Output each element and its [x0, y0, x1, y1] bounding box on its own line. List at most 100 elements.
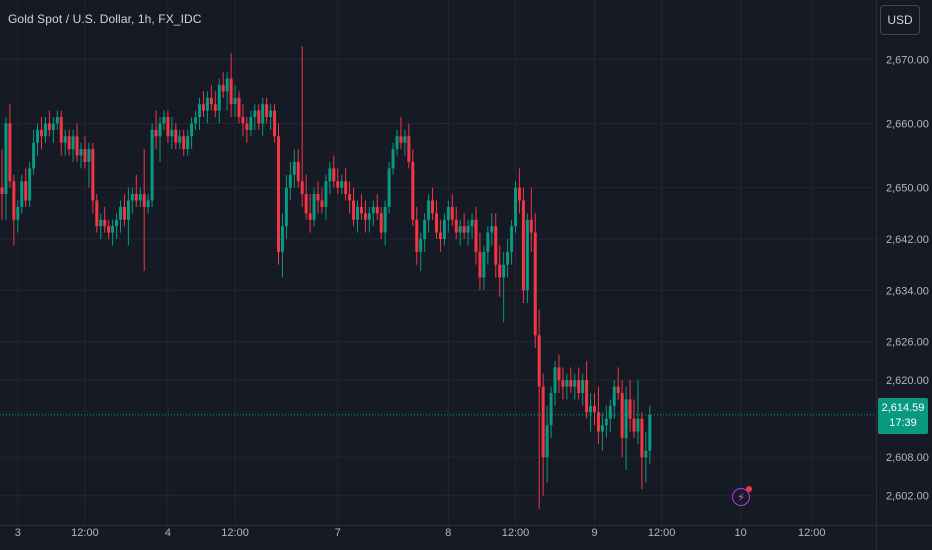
- candle: [510, 219, 514, 265]
- candle: [399, 117, 403, 150]
- candle: [577, 367, 581, 400]
- candle: [608, 399, 612, 432]
- currency-button[interactable]: USD: [880, 5, 920, 35]
- candle-body: [43, 123, 47, 137]
- candle-body: [284, 187, 288, 227]
- candle-body: [225, 78, 229, 92]
- candle: [170, 117, 174, 150]
- candle: [138, 187, 142, 207]
- candle-body: [549, 393, 553, 426]
- candle-body: [442, 219, 446, 239]
- candle: [55, 110, 59, 130]
- candle: [150, 123, 154, 207]
- candle-body: [510, 226, 514, 252]
- candle-body: [494, 226, 498, 265]
- candle-body: [411, 161, 415, 220]
- candle: [379, 206, 383, 239]
- candle-body: [427, 200, 431, 220]
- lightning-alert-icon[interactable]: ⚡: [732, 486, 752, 506]
- candle: [308, 194, 312, 233]
- candle-body: [75, 136, 79, 156]
- candle: [75, 123, 79, 162]
- candle: [205, 91, 209, 124]
- candle: [632, 399, 636, 438]
- candle-body: [249, 117, 253, 130]
- candle-body: [593, 405, 596, 413]
- candle: [71, 129, 75, 162]
- candle: [340, 174, 344, 195]
- candle-body: [490, 226, 494, 233]
- candle: [454, 206, 458, 239]
- candle-body: [209, 97, 213, 105]
- candle: [407, 123, 411, 169]
- candle-body: [517, 187, 521, 201]
- x-tick-label: 3: [15, 527, 21, 539]
- candle: [115, 213, 119, 239]
- candle-body: [604, 418, 608, 426]
- x-tick-label: 7: [335, 527, 341, 539]
- candle: [186, 129, 190, 156]
- candle-body: [20, 181, 24, 207]
- candle-body: [103, 219, 107, 227]
- candle: [95, 194, 99, 233]
- candle-body: [506, 251, 510, 265]
- candle: [229, 52, 233, 118]
- candle-body: [71, 136, 75, 150]
- candle: [63, 129, 67, 156]
- candle-body: [458, 226, 462, 233]
- candle: [494, 213, 498, 278]
- x-tick-label: 10: [735, 527, 747, 539]
- candle-body: [395, 136, 399, 150]
- candle-body: [59, 117, 63, 143]
- candle-body: [462, 226, 466, 233]
- candle-body: [91, 149, 95, 201]
- candle-body: [648, 414, 652, 451]
- candle-body: [190, 123, 194, 137]
- candle-body: [296, 161, 300, 182]
- candle-body: [111, 226, 115, 233]
- candle-body: [4, 123, 8, 195]
- candle: [261, 97, 265, 137]
- candle-body: [581, 380, 585, 394]
- candle-body: [344, 181, 348, 195]
- candle-body: [292, 161, 296, 175]
- candle-body: [8, 123, 12, 182]
- candle: [16, 200, 20, 233]
- x-tick-label: 12:00: [648, 527, 676, 539]
- symbol-title: Gold Spot / U.S. Dollar, 1h, FX_IDC: [8, 12, 202, 26]
- candle-body: [320, 200, 324, 207]
- candle: [134, 174, 138, 207]
- candle: [119, 200, 122, 233]
- candle: [217, 78, 221, 124]
- candle: [154, 110, 158, 150]
- candle: [565, 373, 569, 400]
- candle-body: [529, 219, 533, 233]
- candle-body: [261, 104, 265, 124]
- candle-body: [63, 136, 67, 143]
- candle-body: [32, 142, 36, 169]
- candle-body: [585, 380, 589, 413]
- candle-body: [304, 194, 308, 214]
- candle: [395, 129, 399, 156]
- candle: [600, 412, 604, 451]
- candle-body: [541, 386, 545, 458]
- candle: [356, 200, 359, 233]
- candle-body: [435, 213, 438, 233]
- candle-body: [308, 213, 312, 220]
- candle: [332, 155, 336, 188]
- candle: [502, 251, 506, 323]
- candle: [162, 110, 166, 130]
- x-tick-label: 12:00: [71, 527, 99, 539]
- candle-body: [470, 219, 474, 227]
- candle-body: [205, 97, 209, 111]
- candle-body: [221, 84, 225, 92]
- candle-body: [624, 399, 628, 438]
- candle-body: [126, 200, 130, 220]
- candle: [8, 104, 12, 188]
- candle: [122, 194, 126, 227]
- candle: [482, 245, 486, 291]
- y-tick-label: 2,650.00: [886, 183, 929, 195]
- candle-body: [166, 117, 170, 137]
